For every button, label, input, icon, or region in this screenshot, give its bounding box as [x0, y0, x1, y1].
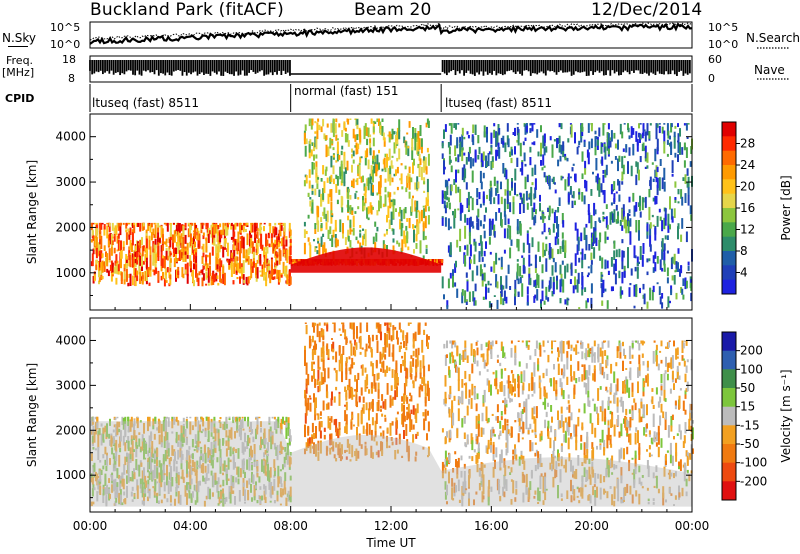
- power-colorbar-swatch-6: [722, 208, 736, 223]
- freq-bars: [89, 60, 691, 76]
- velocity-panel-ytick-label-0: 1000: [55, 468, 86, 482]
- velocity-colorbar-tick-label-2: 50: [740, 381, 755, 395]
- velocity-colorbar-tick-label-5: -50: [740, 437, 760, 451]
- velocity-colorbar-frame: [721, 331, 737, 501]
- power-panel-ylabel: Slant Range [km]: [25, 160, 39, 264]
- velocity-colorbar-tick-label-7: -200: [740, 474, 767, 488]
- power-colorbar-tick-label-5: 8: [740, 244, 748, 258]
- freq-label: Freq.: [6, 54, 34, 67]
- nsearch-label: N.Search: [746, 31, 800, 45]
- velocity-colorbar-swatch-0: [722, 332, 736, 352]
- station-title: Buckland Park (fitACF): [90, 0, 284, 20]
- power-colorbar-swatch-9: [722, 251, 736, 266]
- nave-label: Nave: [754, 63, 785, 77]
- beam-title: Beam 20: [354, 0, 432, 20]
- velocity-panel-ytick-label-1: 2000: [55, 423, 86, 437]
- time-axis-title: Time UT: [365, 536, 416, 550]
- noise-tick-left-bottom: 10^0: [50, 38, 81, 51]
- velocity-colorbar-swatch-4: [722, 406, 736, 426]
- velocity-colorbar-swatch-6: [722, 444, 736, 464]
- power-panel-scatter: [90, 118, 693, 310]
- power-panel-ytick-label-0: 1000: [55, 266, 86, 280]
- nsky-label: N.Sky: [2, 31, 37, 45]
- power-panel-ytick-label-1: 2000: [55, 220, 86, 234]
- power-colorbar-swatch-2: [722, 150, 736, 166]
- time-tick-label-1: 04:00: [173, 519, 208, 533]
- velocity-colorbar-tick-label-6: -100: [740, 456, 767, 470]
- nsky-underline: [8, 46, 28, 47]
- power-colorbar-swatch-3: [722, 165, 736, 180]
- time-tick-label-2: 08:00: [273, 519, 308, 533]
- date-title: 12/Dec/2014: [591, 0, 703, 20]
- power-panel-ytick-label-2: 3000: [55, 175, 86, 189]
- freq-unit-label: [MHz]: [2, 66, 35, 79]
- cpid-segment-1: ltuseq (fast) 8511: [92, 96, 199, 110]
- power-colorbar-swatch-7: [722, 222, 736, 238]
- velocity-panel-ylabel: Slant Range [km]: [25, 363, 39, 467]
- velocity-colorbar-tick-label-3: 15: [740, 400, 755, 414]
- cpid-segment-3: ltuseq (fast) 8511: [445, 96, 552, 110]
- velocity-colorbar-tick-label-4: -15: [740, 418, 760, 432]
- time-tick-label-3: 12:00: [374, 519, 409, 533]
- power-colorbar-tick-label-2: 20: [740, 180, 755, 194]
- power-colorbar-swatch-10: [722, 265, 736, 281]
- velocity-colorbar-swatch-1: [722, 350, 736, 370]
- nsky-trace: [89, 22, 693, 45]
- freq-tick-left-top: 18: [62, 53, 76, 66]
- velocity-colorbar-swatch-7: [722, 462, 736, 482]
- power-colorbar-swatch-5: [722, 193, 736, 209]
- noise-tick-right-bottom: 10^0: [708, 38, 739, 51]
- time-tick-label-5: 20:00: [574, 519, 609, 533]
- power-colorbar-tick-label-1: 24: [740, 158, 755, 172]
- velocity-panel-band: [90, 421, 692, 507]
- freq-tick-right-top: 60: [708, 53, 722, 66]
- velocity-colorbar-swatch-2: [722, 369, 736, 389]
- velocity-colorbar-swatch-5: [722, 425, 736, 445]
- time-tick-label-4: 16:00: [474, 519, 509, 533]
- velocity-colorbar-tick-label-0: 200: [740, 344, 763, 358]
- power-colorbar-swatch-4: [722, 179, 736, 195]
- freq-tick-left-bottom: 8: [68, 72, 75, 85]
- time-tick-label-0: 00:00: [73, 519, 108, 533]
- freq-tick-right-bottom: 0: [708, 72, 715, 85]
- power-colorbar-tick-label-0: 28: [740, 137, 755, 151]
- nsearch-trace: [89, 22, 693, 41]
- noise-tick-left-top: 10^5: [50, 21, 81, 34]
- power-panel-band: [290, 247, 442, 273]
- cpid-segment-2: normal (fast) 151: [294, 84, 399, 98]
- velocity-colorbar-swatch-8: [722, 481, 736, 501]
- power-colorbar-label: Power [dB]: [779, 175, 793, 240]
- velocity-panel-ytick-label-3: 4000: [55, 333, 86, 347]
- power-panel-ytick-label-3: 4000: [55, 130, 86, 144]
- velocity-colorbar-tick-label-1: 100: [740, 362, 763, 376]
- velocity-panel-scatter: [90, 322, 694, 507]
- power-colorbar-swatch-0: [722, 122, 736, 137]
- power-colorbar-tick-label-4: 12: [740, 223, 755, 237]
- power-colorbar-swatch-1: [722, 136, 736, 152]
- noise-panel-frame: [89, 21, 693, 49]
- power-colorbar-tick-label-3: 16: [740, 201, 755, 215]
- cpid-label: CPID: [5, 92, 35, 105]
- noise-tick-right-top: 10^5: [708, 21, 739, 34]
- velocity-colorbar-swatch-3: [722, 388, 736, 408]
- time-tick-label-6: 00:00: [675, 519, 710, 533]
- velocity-colorbar-label: Velocity [m s⁻¹]: [779, 369, 793, 462]
- velocity-panel-ytick-label-2: 3000: [55, 378, 86, 392]
- power-colorbar-swatch-11: [722, 279, 736, 295]
- power-colorbar-tick-label-6: 4: [740, 266, 748, 280]
- power-colorbar-swatch-8: [722, 236, 736, 252]
